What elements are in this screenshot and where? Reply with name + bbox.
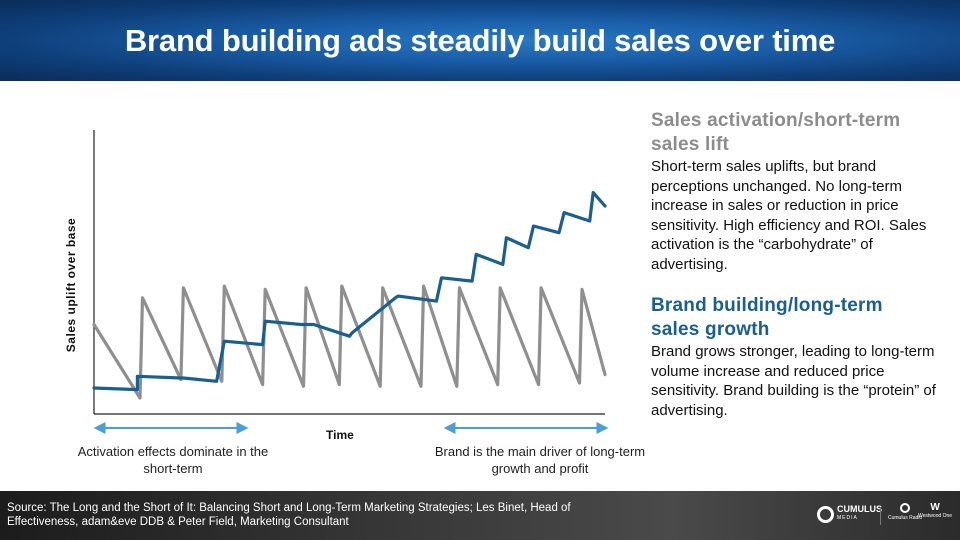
activation-effect-line bbox=[92, 284, 607, 400]
brand-heading: Brand building/long-term sales growth bbox=[651, 295, 883, 340]
brand-body: Brand grows stronger, leading to long-te… bbox=[651, 343, 936, 419]
source-citation: Source: The Long and the Short of It: Ba… bbox=[7, 502, 571, 528]
brand-note: Brand is the main driver of long-term gr… bbox=[434, 444, 646, 476]
x-axis-label: Time bbox=[326, 428, 354, 442]
activation-panel: Sales activation/short-term sales lift S… bbox=[651, 109, 936, 274]
westwood-one-text: Westwood One bbox=[918, 513, 953, 519]
cumulus-radio-text: Cumulus Radio bbox=[888, 515, 923, 521]
logo-divider bbox=[880, 507, 881, 525]
brand-building-line bbox=[92, 191, 607, 392]
brand-panel: Brand building/long-term sales growth Br… bbox=[651, 294, 936, 420]
page-title: Brand building ads steadily build sales … bbox=[124, 22, 836, 58]
activation-note: Activation effects dominate in the short… bbox=[77, 444, 269, 476]
sales-chart bbox=[92, 130, 609, 434]
y-axis-label: Sales uplift over base bbox=[64, 217, 78, 353]
westwood-one-logo: W Westwood One bbox=[918, 502, 953, 520]
cumulus-radio-icon bbox=[900, 503, 911, 513]
footer-bar: Source: The Long and the Short of It: Ba… bbox=[0, 491, 960, 540]
cumulus-c-icon bbox=[817, 505, 834, 523]
series-layer bbox=[92, 191, 607, 400]
cumulus-media-logo: CUMULUS MEDIA bbox=[817, 505, 882, 523]
activation-body: Short-term sales uplifts, but brand perc… bbox=[651, 158, 927, 273]
westwood-w-icon: W bbox=[930, 502, 940, 513]
cumulus-logo-text: CUMULUS bbox=[837, 504, 882, 514]
cumulus-radio-logo: Cumulus Radio bbox=[888, 503, 922, 521]
cumulus-logo-subtext: MEDIA bbox=[837, 515, 858, 521]
title-banner: Brand building ads steadily build sales … bbox=[0, 0, 960, 81]
activation-heading: Sales activation/short-term sales lift bbox=[651, 110, 901, 155]
